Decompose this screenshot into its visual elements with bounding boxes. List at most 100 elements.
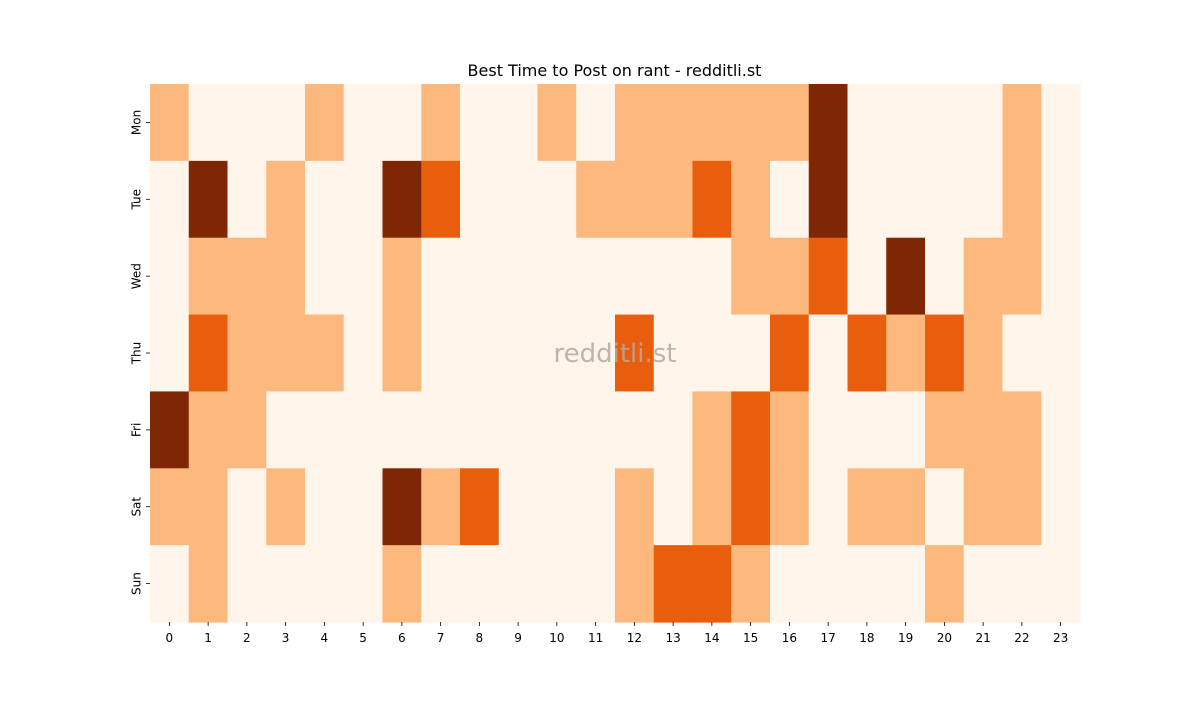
heatmap-cell-sun-1 [188, 545, 229, 623]
heatmap-cell-sat-20 [925, 468, 965, 546]
heatmap-cell-mon-23 [1041, 84, 1081, 162]
heatmap-cell-wed-13 [653, 237, 694, 316]
heatmap-cell-fri-18 [847, 391, 887, 469]
x-tick-label: 20 [937, 631, 952, 645]
heatmap-cell-wed-15 [731, 237, 771, 316]
heatmap-cell-mon-21 [963, 84, 1004, 162]
heatmap-cells [150, 84, 1081, 623]
heatmap-cell-thu-7 [421, 314, 461, 393]
heatmap-cell-wed-2 [227, 237, 267, 316]
heatmap-cell-wed-6 [382, 237, 422, 316]
heatmap-cell-fri-11 [576, 391, 616, 469]
y-tick-label-mon: Mon [130, 110, 144, 135]
heatmap-cell-tue-16 [770, 160, 810, 239]
heatmap-cell-mon-4 [305, 84, 345, 162]
heatmap-cell-thu-15 [731, 314, 771, 393]
heatmap-cell-fri-23 [1041, 391, 1081, 469]
heatmap-cell-sat-3 [266, 468, 306, 546]
heatmap-cell-sat-21 [963, 468, 1004, 546]
heatmap-cell-mon-12 [615, 84, 655, 162]
heatmap-cell-fri-20 [925, 391, 965, 469]
heatmap-cell-wed-21 [963, 237, 1004, 316]
heatmap-cell-fri-0 [150, 391, 190, 469]
heatmap-cell-fri-8 [460, 391, 500, 469]
heatmap-cell-fri-17 [808, 391, 849, 469]
heatmap-cell-sun-0 [150, 545, 190, 623]
heatmap-cell-mon-18 [847, 84, 887, 162]
heatmap-cell-sat-0 [150, 468, 190, 546]
heatmap-cell-fri-3 [266, 391, 306, 469]
heatmap-cell-mon-7 [421, 84, 461, 162]
heatmap-cell-fri-5 [343, 391, 384, 469]
heatmap-cell-sun-3 [266, 545, 306, 623]
heatmap-cell-wed-8 [460, 237, 500, 316]
heatmap-cell-sun-17 [808, 545, 849, 623]
heatmap-cell-thu-5 [343, 314, 384, 393]
heatmap-cell-thu-18 [847, 314, 887, 393]
heatmap-cell-tue-4 [305, 160, 345, 239]
y-tick-label-fri: Fri [130, 423, 144, 437]
heatmap-cell-sat-14 [692, 468, 732, 546]
heatmap-cell-tue-20 [925, 160, 965, 239]
heatmap-cell-tue-2 [227, 160, 267, 239]
x-tick-label: 14 [704, 631, 719, 645]
heatmap-cell-thu-10 [537, 314, 577, 393]
heatmap-cell-thu-17 [808, 314, 849, 393]
heatmap-cell-mon-15 [731, 84, 771, 162]
heatmap-cell-sat-12 [615, 468, 655, 546]
heatmap-cell-tue-12 [615, 160, 655, 239]
heatmap-cell-fri-7 [421, 391, 461, 469]
x-tick-label: 6 [398, 631, 406, 645]
heatmap-cell-mon-22 [1002, 84, 1042, 162]
heatmap-cell-tue-11 [576, 160, 616, 239]
heatmap-cell-sun-6 [382, 545, 422, 623]
heatmap-cell-mon-13 [653, 84, 694, 162]
heatmap-cell-sun-18 [847, 545, 887, 623]
heatmap-cell-fri-16 [770, 391, 810, 469]
heatmap-cell-wed-4 [305, 237, 345, 316]
heatmap-cell-thu-11 [576, 314, 616, 393]
heatmap-cell-sun-12 [615, 545, 655, 623]
heatmap-cell-tue-14 [692, 160, 732, 239]
heatmap-cell-tue-22 [1002, 160, 1042, 239]
heatmap-cell-tue-17 [808, 160, 849, 239]
x-tick-label: 8 [476, 631, 484, 645]
x-tick-label: 2 [243, 631, 251, 645]
heatmap-cell-thu-23 [1041, 314, 1081, 393]
heatmap-cell-fri-19 [886, 391, 926, 469]
heatmap-cell-thu-1 [188, 314, 229, 393]
heatmap-cell-tue-9 [498, 160, 539, 239]
heatmap-cell-sat-7 [421, 468, 461, 546]
heatmap-cell-thu-0 [150, 314, 190, 393]
watermark-text: redditli.st [554, 339, 677, 369]
heatmap-cell-fri-15 [731, 391, 771, 469]
heatmap-cell-sat-17 [808, 468, 849, 546]
heatmap-cell-mon-8 [460, 84, 500, 162]
heatmap-cell-sat-18 [847, 468, 887, 546]
heatmap-cell-thu-21 [963, 314, 1004, 393]
x-tick-label: 17 [820, 631, 835, 645]
heatmap-cell-wed-12 [615, 237, 655, 316]
heatmap-cell-fri-14 [692, 391, 732, 469]
heatmap-cell-wed-19 [886, 237, 926, 316]
heatmap-cell-sun-14 [692, 545, 732, 623]
heatmap-cell-wed-10 [537, 237, 577, 316]
heatmap-cell-sat-19 [886, 468, 926, 546]
heatmap-cell-sun-22 [1002, 545, 1042, 623]
y-tick-label-thu: Thu [130, 342, 144, 366]
heatmap-cell-tue-19 [886, 160, 926, 239]
heatmap-cell-thu-4 [305, 314, 345, 393]
heatmap-cell-thu-12 [615, 314, 655, 393]
heatmap-cell-sun-23 [1041, 545, 1081, 623]
y-tick-label-tue: Tue [130, 189, 144, 211]
heatmap-cell-fri-6 [382, 391, 422, 469]
heatmap-cell-tue-7 [421, 160, 461, 239]
heatmap-cell-fri-1 [188, 391, 229, 469]
heatmap-cell-wed-18 [847, 237, 887, 316]
heatmap-cell-wed-16 [770, 237, 810, 316]
heatmap-cell-mon-19 [886, 84, 926, 162]
x-tick-label: 7 [437, 631, 445, 645]
heatmap-cell-thu-14 [692, 314, 732, 393]
heatmap-cell-sun-9 [498, 545, 539, 623]
heatmap-cell-mon-2 [227, 84, 267, 162]
